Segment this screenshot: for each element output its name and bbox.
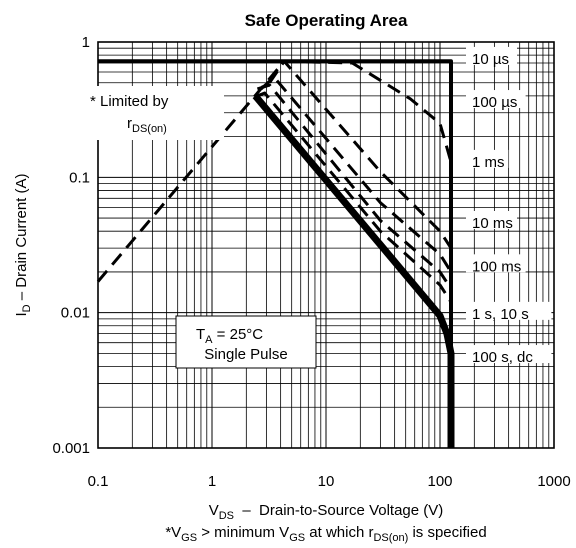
y-tick-label: 0.1 bbox=[69, 169, 90, 186]
conditions-pulse: Single Pulse bbox=[204, 346, 287, 363]
footnote: *VGS > minimum VGS at which rDS(on) is s… bbox=[165, 524, 486, 544]
chart-title: Safe Operating Area bbox=[245, 11, 408, 30]
x-tick-label: 10 bbox=[318, 473, 335, 490]
x-tick-label: 0.1 bbox=[88, 473, 109, 490]
series-label: 10 µs bbox=[472, 51, 509, 68]
series-label-bg bbox=[466, 254, 526, 273]
plot-frame bbox=[97, 41, 555, 449]
series-label-bg bbox=[466, 301, 552, 320]
rds-on-limit-line bbox=[96, 60, 286, 283]
series-label: 1 s, 10 s bbox=[472, 306, 529, 323]
y-tick-label: 0.001 bbox=[52, 440, 90, 457]
series-line bbox=[256, 83, 453, 290]
series-label: 100 s, dc bbox=[472, 349, 533, 366]
series-line bbox=[98, 59, 453, 448]
series-line bbox=[256, 91, 453, 303]
series-labels: 10 µs 100 µs 1 ms 10 ms 100 ms 1 s, 10 s 100 s… bbox=[466, 46, 552, 366]
y-axis-label: ID – Drain Current (A) bbox=[13, 174, 33, 317]
y-tick-label: 0.01 bbox=[61, 305, 90, 322]
series-line bbox=[284, 59, 453, 163]
conditions-box bbox=[175, 315, 317, 369]
series-line bbox=[260, 75, 453, 273]
series-label-bg bbox=[466, 210, 517, 229]
series-label: 1 ms bbox=[472, 154, 505, 171]
series-label-bg bbox=[466, 149, 509, 168]
x-axis-label: VDS – Drain-to-Source Voltage (V) bbox=[209, 502, 444, 522]
tick-labels: 0.1 1 10 100 1000 0.001 0.01 0.1 1 bbox=[52, 34, 570, 490]
conditions-temp: TA = 25°C bbox=[196, 326, 263, 346]
series-label: 10 ms bbox=[472, 215, 513, 232]
series-lines bbox=[96, 59, 455, 448]
x-tick-label: 100 bbox=[427, 473, 452, 490]
x-tick-label: 1000 bbox=[537, 473, 570, 490]
limited-note-line2: rDS(on) bbox=[127, 115, 167, 135]
limited-note-box bbox=[84, 86, 224, 140]
x-tick-label: 1 bbox=[208, 473, 216, 490]
limited-note-line1: * Limited by bbox=[90, 93, 169, 110]
series-label: 100 µs bbox=[472, 94, 517, 111]
series-label-bg bbox=[466, 90, 526, 109]
series-line bbox=[252, 93, 455, 448]
series-label: 100 ms bbox=[472, 258, 521, 275]
series-label-bg bbox=[466, 46, 517, 65]
series-label-bg bbox=[466, 345, 552, 364]
y-tick-label: 1 bbox=[82, 34, 90, 51]
